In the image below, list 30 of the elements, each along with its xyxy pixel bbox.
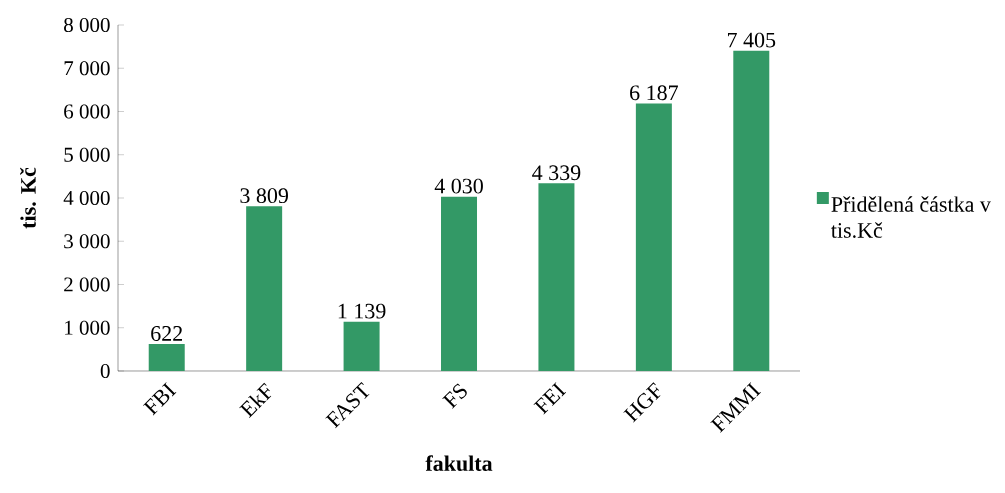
x-tick-label: FBI [142,382,177,416]
bar [441,196,478,371]
x-axis-title: fakulta [425,455,493,471]
bar [148,344,185,371]
data-label: 3 809 [240,188,288,204]
data-label: 622 [151,326,182,341]
y-tick-label: 3 000 [64,234,110,249]
y-tick-label: 6 000 [64,104,110,119]
y-tick-label: 7 000 [64,61,110,76]
y-tick-label: 4 000 [63,190,110,206]
bar [246,206,283,371]
y-tick-label: 5 000 [64,147,110,162]
data-label: 4 030 [434,178,483,194]
x-tick-label: FEI [533,382,567,415]
y-axis-title: tis. Kč [20,167,36,229]
bar [538,183,575,371]
y-tick-label: 2 000 [64,277,110,292]
x-tick-label: FS [442,383,467,409]
bar [343,321,380,371]
data-label: 6 187 [630,85,678,101]
y-tick-label: 8 000 [64,17,110,33]
bar [635,103,672,371]
x-tick-label: EkF [239,382,272,418]
data-label: 7 405 [728,32,776,48]
data-label: 1 139 [338,303,386,319]
y-tick-label: 0 [100,363,110,379]
y-tick-label: 1 000 [65,320,110,335]
data-label: 4 339 [532,165,581,181]
bar [733,50,770,371]
legend-label: Přidělená částka v tis.Kč [831,196,991,238]
